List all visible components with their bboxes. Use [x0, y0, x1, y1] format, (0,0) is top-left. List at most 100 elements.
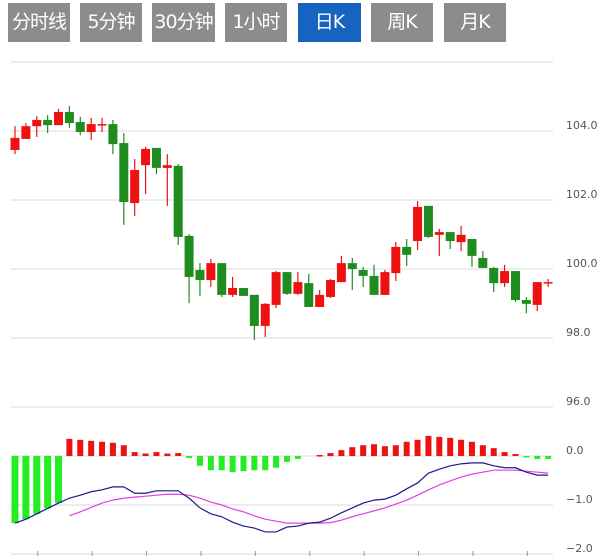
candle-body: [510, 271, 520, 301]
macd-hist-bar: [11, 456, 19, 524]
candle-body: [391, 246, 401, 274]
candle: [304, 273, 314, 307]
price-axis-label: 96.0: [566, 395, 591, 408]
candle: [108, 119, 118, 155]
tab-30min[interactable]: 30分钟: [152, 3, 215, 42]
candle-body: [304, 283, 314, 307]
candle: [315, 290, 325, 307]
candle-body: [315, 294, 325, 307]
dif-line: [14, 462, 549, 533]
candle-body: [238, 287, 248, 296]
candle-body: [97, 124, 107, 126]
macd-axis-label: −1.0: [566, 493, 593, 506]
candle: [64, 106, 74, 128]
candle-body: [413, 206, 423, 242]
macd-hist-bar: [512, 454, 519, 456]
candle-body: [423, 205, 433, 237]
candle: [75, 116, 85, 136]
macd-hist-bar: [327, 453, 334, 456]
candle: [141, 146, 151, 195]
candle: [54, 108, 64, 126]
macd-hist-bar: [523, 456, 530, 458]
candle: [173, 164, 183, 245]
macd-hist-bar: [316, 455, 323, 457]
candle: [282, 272, 292, 295]
macd-hist-bar: [338, 450, 345, 456]
macd-hist-bar: [349, 447, 356, 456]
macd-hist-bar: [284, 456, 290, 462]
candle-body: [326, 280, 336, 297]
candle: [510, 271, 520, 303]
candle-body: [369, 275, 379, 295]
macd-hist-bar: [490, 448, 497, 456]
macd-hist-bar: [381, 446, 388, 456]
macd-hist-bar: [77, 439, 84, 456]
candle-body: [195, 270, 205, 281]
macd-hist-bar: [414, 439, 421, 456]
candle-body: [445, 232, 455, 242]
macd-hist-bar: [479, 445, 486, 456]
period-tabs: 分时线 5分钟 30分钟 1小时 日K 周K 月K: [0, 0, 603, 44]
candle-body: [228, 287, 238, 295]
tab-weekly[interactable]: 周K: [371, 3, 433, 42]
macd-hist-bar: [196, 456, 203, 466]
macd-hist-bar: [273, 456, 280, 468]
tab-1hour[interactable]: 1小时: [225, 3, 287, 42]
macd-hist-bar: [458, 439, 465, 456]
candle-body: [86, 124, 96, 133]
candle-body: [217, 263, 227, 295]
macd-hist-bar: [164, 453, 171, 456]
macd-hist-bar: [294, 456, 301, 459]
macd-hist-bar: [501, 452, 508, 456]
macd-hist-bar: [142, 453, 149, 456]
candle: [97, 117, 107, 133]
candle-body: [130, 169, 140, 204]
candle: [228, 276, 238, 297]
candle: [195, 263, 205, 296]
tab-monthly[interactable]: 月K: [444, 3, 506, 42]
tab-daily[interactable]: 日K: [298, 3, 361, 42]
dea-line: [69, 469, 549, 524]
candle-body: [260, 303, 270, 326]
macd-hist-bar: [109, 442, 116, 456]
macd-hist-bar: [371, 444, 378, 456]
macd-hist-bar: [240, 456, 247, 472]
candle-body: [532, 282, 542, 305]
candle: [184, 234, 194, 304]
candle-body: [54, 112, 64, 126]
macd-hist-bar: [153, 452, 160, 456]
candle-body: [184, 235, 194, 277]
candle-body: [489, 267, 499, 284]
tab-5min[interactable]: 5分钟: [80, 3, 142, 42]
candle: [434, 228, 444, 256]
candle-body: [380, 272, 390, 295]
candle-body: [543, 282, 553, 284]
candle: [500, 264, 510, 287]
macd-hist-bar: [66, 438, 73, 456]
candle-body: [336, 263, 346, 283]
candle-body: [456, 234, 466, 243]
macd-lines: [14, 462, 549, 533]
price-axis-label: 104.0: [566, 119, 598, 132]
candle: [217, 263, 227, 297]
candle-body: [151, 147, 161, 168]
candle: [238, 287, 248, 296]
candle: [43, 115, 53, 134]
macd-hist-bar: [186, 456, 193, 458]
candle: [358, 266, 368, 287]
macd-histogram: [11, 435, 552, 524]
candle-body: [500, 271, 510, 284]
candle: [347, 257, 357, 291]
tab-intraday[interactable]: 分时线: [8, 3, 70, 42]
macd-axis-label: 0.0: [566, 444, 584, 457]
candle-body: [10, 137, 20, 150]
candle: [21, 123, 31, 139]
candle-body: [206, 263, 216, 281]
candle-body: [293, 282, 303, 294]
candle: [271, 271, 281, 308]
candle: [86, 117, 96, 140]
candle-body: [521, 300, 531, 304]
price-axis-label: 98.0: [566, 326, 591, 339]
macd-hist-bar: [44, 456, 52, 509]
